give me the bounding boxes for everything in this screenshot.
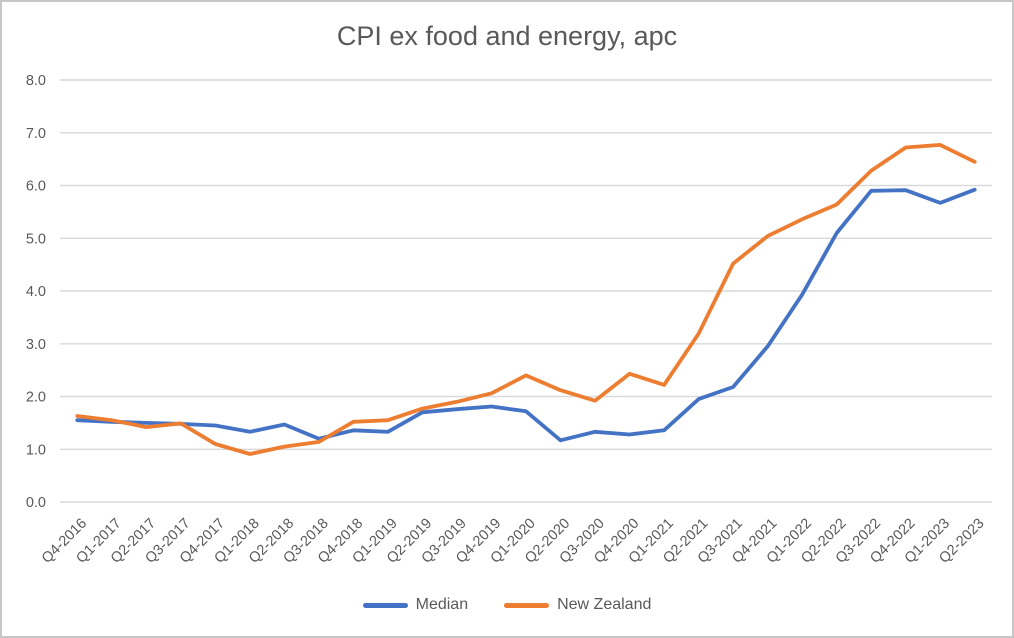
y-axis-tick-label: 7.0	[26, 126, 46, 142]
y-axis-tick-label: 3.0	[26, 337, 46, 353]
chart-title: CPI ex food and energy, apc	[336, 21, 678, 51]
y-axis-tick-label: 4.0	[26, 284, 46, 300]
y-axis-tick-label: 2.0	[26, 390, 46, 406]
y-axis-tick-label: 0.0	[26, 495, 46, 511]
y-axis-tick-label: 5.0	[26, 231, 46, 247]
median-line-swatch-icon	[362, 602, 408, 608]
legend-label-new-zealand: New Zealand	[557, 596, 652, 613]
y-axis-tick-label: 8.0	[26, 73, 46, 89]
y-axis-tick-label: 6.0	[26, 179, 46, 195]
new-zealand-line-swatch-icon	[504, 602, 550, 608]
legend-item-median: Median	[362, 596, 469, 614]
legend: Median New Zealand	[2, 596, 1012, 614]
legend-item-new-zealand: New Zealand	[504, 596, 651, 614]
y-axis-tick-label: 1.0	[26, 442, 46, 458]
legend-label-median: Median	[415, 596, 469, 613]
series-line-median	[75, 187, 977, 443]
series-line-new-zealand	[75, 142, 977, 456]
